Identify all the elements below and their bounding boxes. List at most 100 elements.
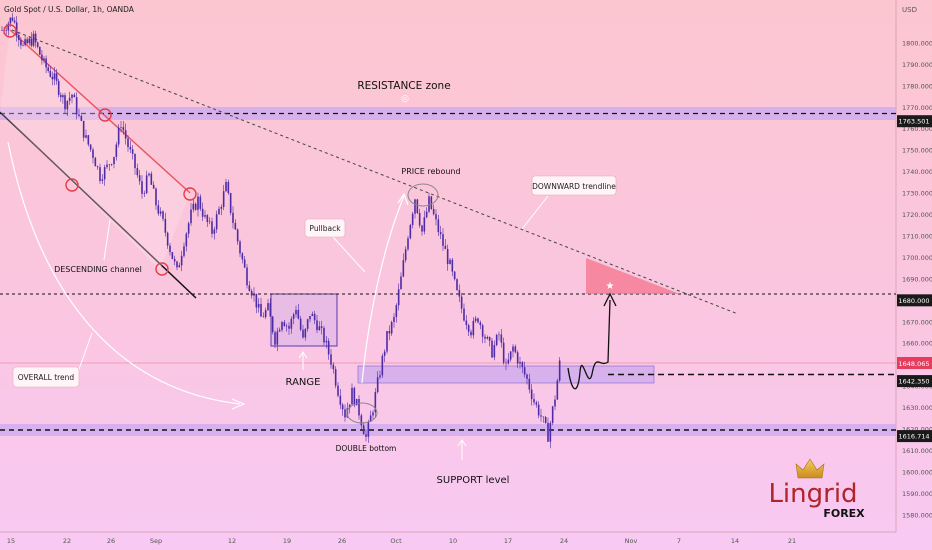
candle-body xyxy=(71,94,73,98)
candle-body xyxy=(526,374,528,379)
pullback-callout-box xyxy=(304,218,346,238)
time-tick-labels: 15 22 26 Sep 12 19 26 Oct 10 17 24 Nov 7 14 21 xyxy=(7,537,796,545)
candle-body xyxy=(262,316,265,318)
price-tick-label: 1740.000 xyxy=(902,168,932,176)
candle-body xyxy=(78,114,80,116)
candle-body xyxy=(351,387,353,405)
candle-body xyxy=(472,320,475,336)
candle-body xyxy=(470,331,472,336)
candle-body xyxy=(49,70,52,77)
candle-body xyxy=(339,395,342,405)
candle-body xyxy=(442,234,444,246)
candle-body xyxy=(243,259,246,268)
candle-body xyxy=(211,221,213,234)
candle-body xyxy=(148,173,150,176)
candle-body xyxy=(544,417,547,423)
candle-body xyxy=(428,196,430,212)
candle-body xyxy=(423,217,426,232)
candle-body xyxy=(232,212,234,223)
candle-body xyxy=(11,17,14,21)
candle-body xyxy=(222,191,225,207)
time-tick-label: 12 xyxy=(228,537,236,545)
candle-body xyxy=(493,345,496,358)
candle-body xyxy=(402,260,405,277)
candle-body xyxy=(89,144,92,150)
candle-body xyxy=(297,309,300,319)
range-arrow xyxy=(298,351,308,370)
candle-body xyxy=(220,206,223,209)
price-tick-label: 1730.000 xyxy=(902,190,932,198)
support-level-label: SUPPORT level xyxy=(437,475,510,486)
candle-body xyxy=(248,285,251,291)
price-tick-label: 1760.000 xyxy=(902,125,932,133)
time-tick-label: Nov xyxy=(625,537,638,545)
candle-body xyxy=(201,208,204,217)
candle-body xyxy=(330,354,332,365)
candle-body xyxy=(199,196,202,209)
time-tick-label: 21 xyxy=(788,537,796,545)
candle-body xyxy=(453,271,456,280)
price-tick-label: 1610.000 xyxy=(902,447,932,455)
candle-body xyxy=(327,340,330,355)
candle-body xyxy=(530,389,533,400)
candle-body xyxy=(479,322,482,326)
brand-logo: Lingrid FOREX xyxy=(768,458,865,520)
candle-body xyxy=(141,181,143,194)
candle-body xyxy=(257,303,260,308)
currency-label: USD xyxy=(902,6,917,14)
candle-body xyxy=(369,415,372,422)
candle-body xyxy=(374,392,377,413)
candle-body xyxy=(491,340,493,358)
overall-connector xyxy=(77,332,93,373)
candle-body xyxy=(316,320,318,331)
candle-body xyxy=(337,385,339,396)
candle-body xyxy=(437,219,440,233)
candle-body xyxy=(519,361,521,364)
candle-body xyxy=(129,146,132,150)
candle-body xyxy=(183,246,185,256)
candle-body xyxy=(460,296,463,309)
candle-body xyxy=(206,215,209,222)
candle-body xyxy=(547,422,549,442)
candle-body xyxy=(267,303,269,311)
candle-body xyxy=(166,232,169,246)
candle-body xyxy=(169,245,171,253)
candle-body xyxy=(45,58,47,68)
support-zone-band xyxy=(0,424,896,436)
time-tick-label: 7 xyxy=(677,537,681,545)
candle-body xyxy=(68,97,71,101)
price-tick-label: 1800.000 xyxy=(902,39,932,47)
candle-body xyxy=(486,336,489,339)
candle-body xyxy=(208,221,211,223)
candle-body xyxy=(87,135,90,145)
candle-body xyxy=(360,415,363,426)
candle-body xyxy=(20,40,22,46)
level-badge-resistance xyxy=(897,115,932,128)
candle-body xyxy=(407,238,409,250)
candle-body xyxy=(358,399,360,416)
candle-body xyxy=(30,38,33,46)
channel-lower-line xyxy=(0,111,197,299)
candle-body xyxy=(292,314,295,319)
candle-body xyxy=(66,100,69,110)
candle-body xyxy=(449,259,451,265)
candle-body xyxy=(85,135,87,138)
candle-body xyxy=(355,399,358,406)
candle-body xyxy=(5,30,7,31)
downward-trendline xyxy=(11,29,739,315)
candle-body xyxy=(290,318,293,329)
candle-body xyxy=(162,211,164,219)
candle-body xyxy=(304,328,307,338)
price-tick-label: 1750.000 xyxy=(902,147,932,155)
candle-body xyxy=(96,166,99,168)
candle-body xyxy=(101,179,104,181)
price-tick-label: 1660.000 xyxy=(902,340,932,348)
candle-body xyxy=(281,322,283,330)
price-tick-label: 1620.000 xyxy=(902,426,932,434)
candle-body xyxy=(425,211,428,218)
channel-touch-circle xyxy=(98,108,112,122)
candle-body xyxy=(110,164,113,165)
candle-body xyxy=(295,309,297,315)
candle-body xyxy=(150,173,153,185)
price-tick-label: 1720.000 xyxy=(902,211,932,219)
